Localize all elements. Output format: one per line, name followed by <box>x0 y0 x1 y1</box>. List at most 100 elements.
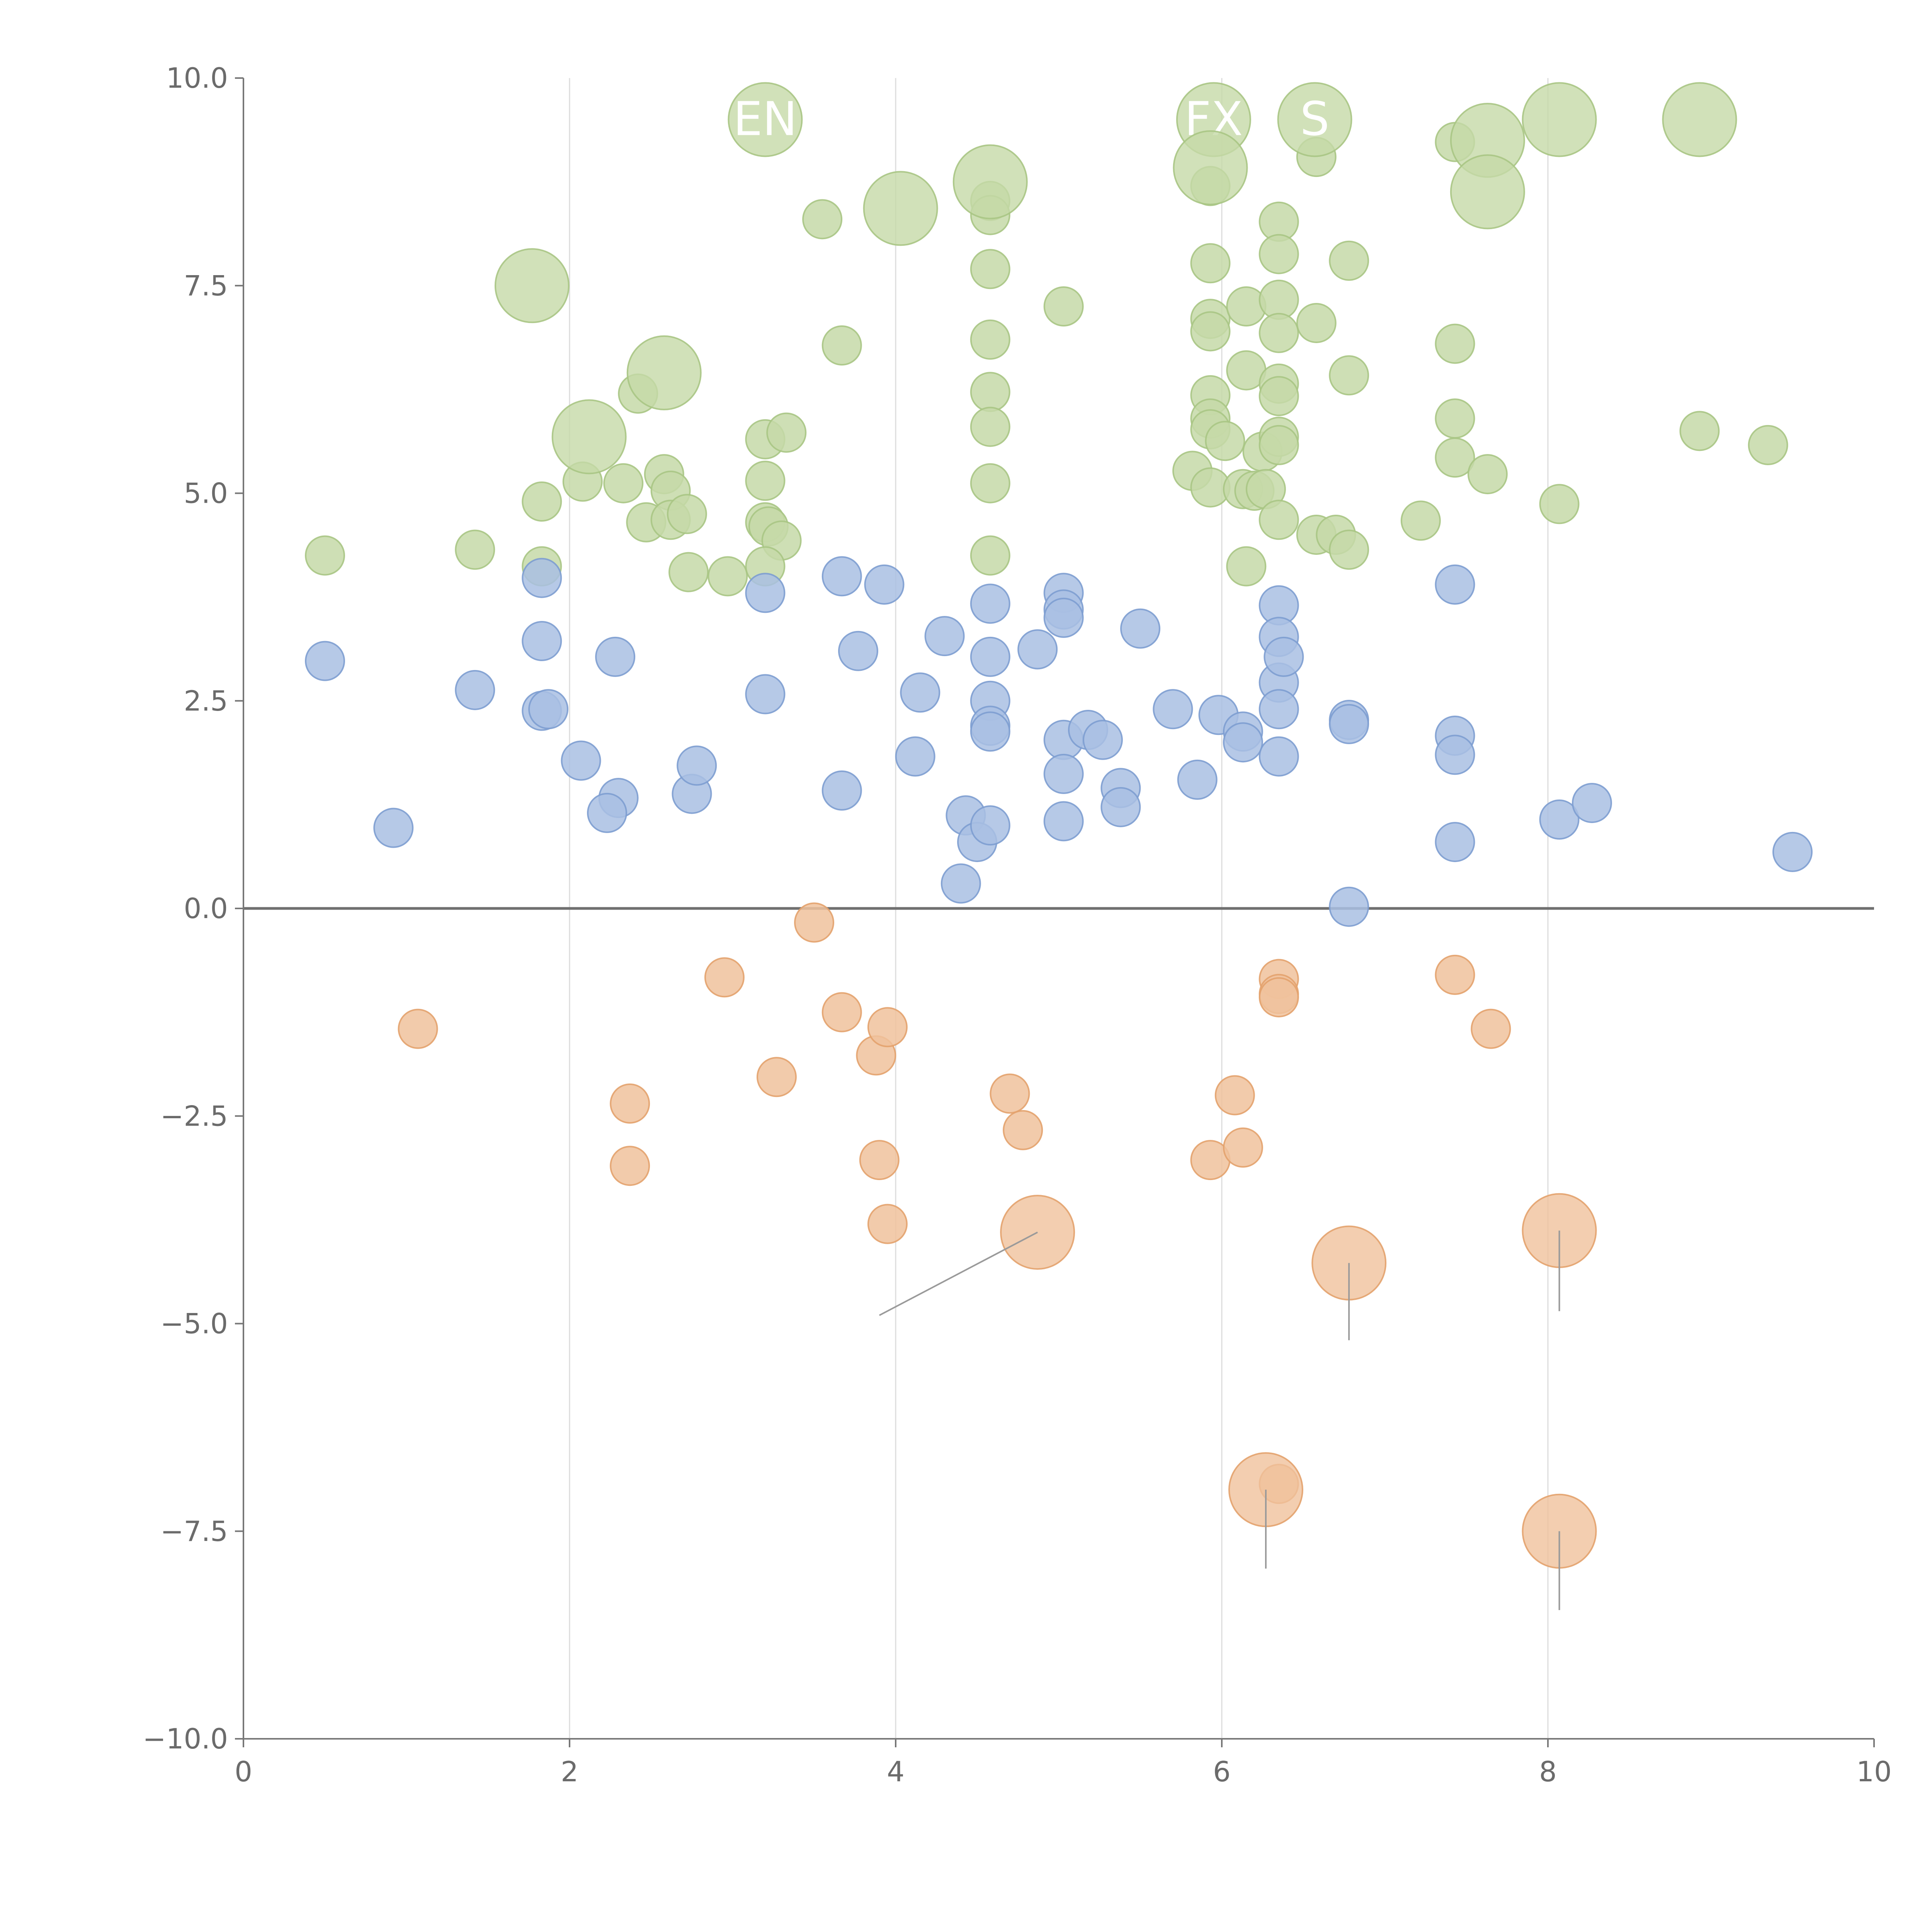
data-point-green <box>1329 529 1369 570</box>
data-point-orange <box>1223 1127 1263 1168</box>
y-tick-label: 7.5 <box>184 269 228 302</box>
data-point-blue <box>821 556 862 597</box>
x-tick-label: 6 <box>1213 1755 1231 1788</box>
data-point-orange <box>756 1057 797 1097</box>
x-tick-label: 4 <box>887 1755 905 1788</box>
x-tick-label: 0 <box>235 1755 252 1788</box>
data-point-green <box>1679 411 1720 451</box>
data-point-blue <box>1017 629 1058 670</box>
data-point-orange <box>610 1146 650 1186</box>
y-tick-label: 5.0 <box>184 477 228 510</box>
data-point-blue <box>900 672 940 713</box>
bubble-label: S <box>1300 92 1329 146</box>
data-point-green <box>1259 313 1299 353</box>
large-bubble-green <box>551 399 627 474</box>
data-point-green <box>1296 303 1337 343</box>
large-bubble-green <box>1173 130 1248 206</box>
data-point-green <box>1329 240 1369 281</box>
data-point-green <box>1539 484 1580 524</box>
data-point-blue <box>1043 597 1084 638</box>
data-point-green <box>1259 500 1299 540</box>
data-point-orange <box>704 957 745 998</box>
y-tick-label: −10.0 <box>143 1723 228 1755</box>
data-point-blue <box>1539 799 1580 840</box>
data-point-blue <box>745 573 786 613</box>
data-point-blue <box>1264 636 1304 677</box>
bubble-layer <box>305 122 1813 1504</box>
data-point-green <box>970 372 1010 412</box>
data-point-blue <box>677 745 717 786</box>
data-point-blue <box>1259 736 1299 777</box>
large-bubble-green <box>952 144 1028 219</box>
data-point-green <box>1226 286 1267 327</box>
data-point-green <box>1748 425 1788 465</box>
data-point-green <box>1435 437 1475 478</box>
data-point-blue <box>1120 608 1160 649</box>
data-point-green <box>603 463 644 503</box>
data-point-blue <box>1435 822 1475 862</box>
y-tick-label: −5.0 <box>160 1308 228 1340</box>
data-point-green <box>1205 421 1245 461</box>
y-tick-label: −2.5 <box>160 1100 228 1132</box>
data-point-blue <box>373 808 414 848</box>
data-point-green <box>766 412 807 453</box>
y-tick-label: −7.5 <box>160 1515 228 1548</box>
data-point-blue <box>821 770 862 811</box>
data-point-blue <box>940 863 981 904</box>
x-tick-label: 8 <box>1539 1755 1557 1788</box>
data-point-green <box>970 406 1010 447</box>
data-point-blue <box>1223 722 1263 763</box>
data-point-blue <box>895 736 935 777</box>
data-point-green <box>667 494 707 534</box>
data-point-blue <box>970 636 1010 677</box>
large-bubble-green <box>626 335 702 410</box>
data-point-green <box>802 199 843 240</box>
data-point-blue <box>561 740 601 781</box>
data-point-blue <box>1100 787 1141 827</box>
data-point-orange <box>821 992 862 1032</box>
data-point-green <box>305 535 345 576</box>
data-point-green <box>455 529 495 570</box>
data-point-blue <box>587 793 628 833</box>
data-point-blue <box>1435 735 1475 775</box>
data-point-orange <box>398 1009 438 1049</box>
data-point-green <box>707 556 748 597</box>
large-bubble-green <box>1522 82 1597 157</box>
data-point-orange <box>1471 1009 1511 1049</box>
data-point-blue <box>970 805 1010 846</box>
data-point-orange <box>859 1140 900 1180</box>
data-point-green <box>1190 311 1231 352</box>
data-point-blue <box>838 631 878 671</box>
large-bubble-green <box>728 82 803 157</box>
data-point-blue <box>1772 832 1813 872</box>
data-point-green <box>1190 243 1231 284</box>
data-point-green <box>1467 454 1508 495</box>
data-point-blue <box>1329 704 1369 744</box>
large-bubble-green <box>494 248 570 323</box>
data-point-orange <box>867 1007 908 1048</box>
data-point-blue <box>1329 886 1369 927</box>
data-point-blue <box>1435 564 1475 605</box>
data-point-orange <box>1259 977 1299 1017</box>
bubble-label: EN <box>733 92 798 146</box>
data-point-blue <box>1259 689 1299 730</box>
leader-line <box>879 1231 1038 1316</box>
y-tick-label: 2.5 <box>184 685 228 717</box>
data-point-blue <box>1153 689 1193 730</box>
data-point-blue <box>305 641 345 681</box>
data-point-green <box>1259 376 1299 417</box>
axis-layer: 0 2 4 6 8 10 10.0 7.5 5.0 2.5 0.0 −2.5 −5.0 −7.5 −10.0 <box>143 62 1891 1788</box>
data-point-blue <box>970 583 1010 624</box>
data-point-green <box>745 461 786 501</box>
data-point-blue <box>1043 801 1084 842</box>
data-point-green <box>1043 286 1084 327</box>
x-tick-label: 10 <box>1856 1755 1892 1788</box>
data-point-green <box>1259 234 1299 274</box>
data-point-blue <box>924 616 965 656</box>
grid-layer <box>243 78 1874 1739</box>
data-point-green <box>970 463 1010 503</box>
data-point-blue <box>1082 719 1123 760</box>
data-point-orange <box>1435 954 1475 995</box>
data-point-blue <box>1571 783 1612 823</box>
